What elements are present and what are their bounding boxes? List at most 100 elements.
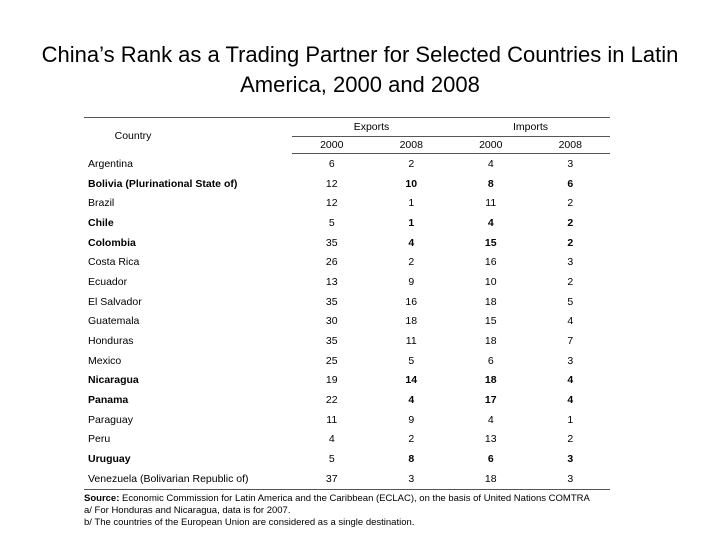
- country-name-cell: Nicaragua: [88, 374, 139, 387]
- exports-2000-cell: 25: [325, 354, 338, 367]
- imports-2000-cell: 4: [487, 216, 494, 229]
- country-name-cell: Brazil: [88, 197, 115, 210]
- table-row: Venezuela (Bolivarian Republic of) 37 3 18 3: [84, 469, 610, 490]
- exports-2008-cell: 11: [405, 335, 417, 348]
- table-row: Guatemala 30 18 15 4: [84, 312, 610, 332]
- exports-2000-cell: 19: [325, 374, 338, 387]
- table-row: Honduras 35 11 18 7: [84, 331, 610, 351]
- exports-2008-cell: 8: [408, 453, 415, 466]
- imports-2000-cell: 11: [485, 197, 497, 210]
- imports-2008-cell: 3: [567, 256, 574, 269]
- source-label: Source:: [84, 493, 120, 504]
- imports-2000-cell: 6: [487, 453, 494, 466]
- imports-2000-cell: 13: [484, 433, 497, 446]
- table-row: Uruguay 5 8 6 3: [84, 449, 610, 469]
- imports-2008-cell: 7: [567, 335, 574, 348]
- exports-2008-cell: 9: [408, 413, 415, 426]
- table-row: Brazil 12 1 11 2: [84, 193, 610, 213]
- table-header-group-row: Country Exports Imports: [84, 117, 610, 154]
- imports-2008-cell: 6: [567, 177, 574, 190]
- imports-2000-cell: 15: [484, 315, 497, 328]
- imports-2000-cell: 6: [487, 354, 494, 367]
- exports-2008-cell: 10: [405, 177, 418, 190]
- source-text: Economic Commission for Latin America an…: [119, 493, 590, 504]
- exports-2008-cell: 14: [405, 374, 418, 387]
- imports-2000-cell: 18: [484, 335, 497, 348]
- country-name-cell: Bolivia (Plurinational State of): [88, 177, 238, 190]
- exports-2008-cell: 1: [408, 197, 415, 210]
- table-row: Peru 4 2 13 2: [84, 430, 610, 450]
- exports-2000-cell: 12: [325, 197, 338, 210]
- exports-2000-cell: 22: [325, 394, 338, 407]
- exports-2000-header: 2000: [292, 136, 372, 154]
- exports-2000-cell: 35: [325, 236, 338, 249]
- country-name-cell: Uruguay: [88, 453, 131, 466]
- slide-title: China’s Rank as a Trading Partner for Se…: [41, 42, 679, 97]
- exports-2000-cell: 5: [328, 216, 335, 229]
- imports-2000-cell: 4: [487, 413, 494, 426]
- table-row: Costa Rica 26 2 16 3: [84, 252, 610, 272]
- exports-2000-cell: 6: [328, 157, 335, 170]
- source-note: Source: Economic Commission for Latin Am…: [84, 493, 684, 505]
- imports-2008-header: 2008: [530, 136, 610, 154]
- country-name-cell: Guatemala: [88, 315, 140, 328]
- country-name-cell: Argentina: [88, 157, 133, 170]
- table-row: Ecuador 13 9 10 2: [84, 272, 610, 292]
- exports-2000-cell: 11: [326, 413, 338, 426]
- imports-2000-cell: 15: [484, 236, 497, 249]
- country-name-cell: Chile: [88, 216, 114, 229]
- country-name-cell: Colombia: [88, 236, 136, 249]
- exports-2000-cell: 30: [325, 315, 338, 328]
- imports-2000-cell: 10: [484, 275, 497, 288]
- table-row: El Salvador 35 16 18 5: [84, 292, 610, 312]
- table-notes: Source: Economic Commission for Latin Am…: [84, 493, 684, 529]
- country-name-cell: Venezuela (Bolivarian Republic of): [84, 469, 292, 490]
- exports-2000-cell: 37: [292, 469, 372, 490]
- exports-2008-cell: 4: [408, 236, 415, 249]
- exports-2008-cell: 5: [408, 354, 415, 367]
- imports-2008-cell: 2: [567, 433, 574, 446]
- exports-group-header: Exports: [292, 117, 451, 137]
- country-name-cell: Ecuador: [88, 275, 128, 288]
- imports-2008-cell: 2: [567, 236, 574, 249]
- trade-rank-table: Country Exports Imports 2000 2008 2000 2…: [84, 117, 610, 490]
- country-name-cell: Honduras: [88, 335, 134, 348]
- exports-2008-cell: 3: [371, 469, 451, 490]
- exports-2000-cell: 12: [325, 177, 338, 190]
- exports-2000-cell: 26: [325, 256, 338, 269]
- exports-2008-cell: 9: [408, 275, 415, 288]
- imports-2008-cell: 4: [567, 394, 574, 407]
- imports-2000-cell: 4: [487, 157, 494, 170]
- imports-2008-cell: 4: [567, 374, 574, 387]
- imports-2000-cell: 8: [487, 177, 494, 190]
- imports-2008-cell: 3: [530, 469, 610, 490]
- imports-2000-cell: 18: [484, 374, 497, 387]
- exports-2008-cell: 2: [408, 256, 415, 269]
- footnote-b: b/ The countries of the European Union a…: [84, 517, 415, 528]
- exports-2008-cell: 2: [408, 433, 415, 446]
- exports-2000-cell: 13: [325, 275, 338, 288]
- imports-2008-cell: 3: [567, 354, 574, 367]
- exports-2008-cell: 4: [408, 394, 415, 407]
- exports-2008-cell: 18: [405, 315, 418, 328]
- imports-2008-cell: 5: [567, 295, 574, 308]
- table-row: Colombia 35 4 15 2: [84, 233, 610, 253]
- table-row: Nicaragua 19 14 18 4: [84, 371, 610, 391]
- imports-2000-cell: 18: [484, 295, 497, 308]
- table-row: Chile 5 1 4 2: [84, 213, 610, 233]
- country-name-cell: Paraguay: [88, 413, 133, 426]
- exports-2008-cell: 1: [408, 216, 415, 229]
- imports-group-header: Imports: [451, 117, 610, 137]
- imports-2008-cell: 1: [567, 413, 574, 426]
- exports-2000-cell: 5: [328, 453, 335, 466]
- table-row: Bolivia (Plurinational State of) 12 10 8 6: [84, 174, 610, 194]
- exports-2000-cell: 4: [328, 433, 335, 446]
- table-body: Argentina 6 2 4 3 Bolivia (Plurinational Stat…: [84, 154, 610, 490]
- imports-2000-header: 2000: [451, 136, 531, 154]
- imports-2000-cell: 16: [484, 256, 497, 269]
- country-column-header: Country: [84, 117, 292, 154]
- table-header-year-row: 2000 2008 2000 2008: [84, 136, 610, 154]
- table-row: Panama 22 4 17 4: [84, 390, 610, 410]
- imports-2008-cell: 2: [567, 216, 574, 229]
- footnote-a: a/ For Honduras and Nicaragua, data is f…: [84, 505, 291, 516]
